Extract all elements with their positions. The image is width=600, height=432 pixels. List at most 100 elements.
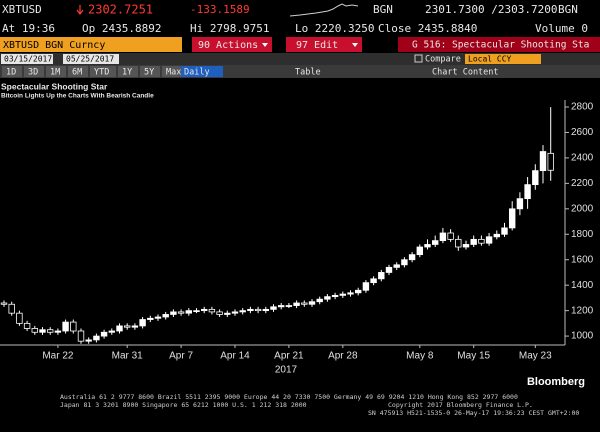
candle-body — [139, 319, 146, 327]
candle-body — [478, 238, 485, 244]
period-button[interactable] — [68, 66, 88, 77]
period-button[interactable] — [90, 66, 116, 77]
change: -133.1589 — [190, 3, 250, 16]
security-box[interactable] — [0, 37, 182, 52]
candle-body — [347, 292, 354, 295]
candle-body — [162, 314, 169, 318]
period-button[interactable] — [140, 66, 160, 77]
x-tick-label: Apr 14 — [220, 351, 250, 362]
candle-body — [524, 184, 531, 200]
x-tick-label: May 23 — [519, 351, 552, 362]
y-tick-label: 2800 — [571, 102, 594, 113]
candle-body — [416, 246, 423, 256]
actions-label: 90 Actions — [198, 40, 258, 51]
currency-box[interactable] — [465, 54, 541, 64]
period-buttons: 1D 3D 1M 6M YTD 1Y 5Y Max — [2, 66, 188, 78]
period-label: 5Y — [144, 68, 154, 78]
candle-body — [154, 316, 162, 319]
candle-body — [247, 308, 254, 312]
x-tick-label: Apr 7 — [169, 351, 193, 362]
candle-body — [447, 232, 454, 240]
candle-body — [16, 312, 23, 324]
candle-body — [508, 208, 516, 229]
period-button[interactable] — [24, 66, 44, 77]
x-tick-label: Mar 22 — [42, 351, 74, 362]
x-tick-label: Apr 28 — [328, 351, 358, 362]
period-button[interactable] — [118, 66, 138, 77]
period-label: 1Y — [122, 68, 132, 78]
candle-body — [424, 244, 431, 248]
ticker: XBTUSD — [2, 3, 42, 16]
chart-subtitle: Bitcoin Lights Up the Charts With Bearis… — [1, 93, 154, 100]
candle-body — [385, 266, 393, 273]
footer-contacts: Australia 61 2 9777 8600 Brazil 5511 239… — [60, 393, 518, 401]
period-button[interactable] — [162, 66, 188, 77]
compare-checkbox[interactable] — [414, 54, 423, 63]
currency: Local CCY — [468, 55, 512, 64]
candle-body — [431, 240, 439, 245]
candle-body — [216, 311, 223, 315]
compare-label: Compare — [425, 55, 461, 65]
frequency-box[interactable] — [181, 66, 223, 77]
chart-title: Spectacular Shooting Star — [1, 81, 108, 91]
table-button[interactable]: Table — [295, 68, 321, 78]
candle-body — [516, 198, 524, 210]
start-date: 03/15/2017 — [4, 55, 52, 64]
period-label: Max — [166, 68, 181, 78]
candle-body — [370, 278, 377, 284]
candle-body — [8, 303, 15, 314]
actions-button[interactable] — [192, 37, 272, 52]
period-label: 1M — [50, 68, 60, 78]
candle-body — [331, 294, 339, 298]
candle-body — [70, 321, 77, 332]
candle-body — [493, 233, 500, 238]
quote-open: Op 2435.8892 — [82, 22, 161, 35]
candle-body — [270, 306, 277, 310]
x-axis-label: 2017 — [275, 365, 298, 376]
footer-session: SN 475913 H521-1535-0 26-May-17 19:36:23… — [368, 409, 579, 417]
period-button[interactable] — [2, 66, 22, 77]
chart-content-button[interactable]: Chart Content — [432, 68, 499, 78]
y-tick-label: 2000 — [571, 203, 594, 214]
candle-body — [262, 308, 269, 312]
quote-time: At 19:36 — [2, 22, 55, 35]
candle-body — [408, 254, 416, 261]
candle-body — [539, 151, 547, 172]
period-button[interactable] — [46, 66, 66, 77]
candle-body — [301, 302, 308, 305]
quote-low: Lo 2220.3250 — [295, 22, 374, 35]
y-tick-label: 1200 — [571, 305, 594, 316]
candle-body — [470, 238, 477, 245]
y-tick-label: 1600 — [571, 254, 594, 265]
end-date-box[interactable] — [63, 54, 119, 64]
date-bar — [0, 53, 600, 65]
quote-close: Close 2435.8840 — [378, 22, 477, 35]
candle-body — [85, 339, 92, 342]
candle-body — [339, 293, 346, 296]
y-tick-label: 1400 — [571, 280, 594, 291]
period-label: 3D — [28, 68, 38, 78]
candle-body — [177, 311, 185, 314]
edit-button[interactable] — [286, 37, 362, 52]
sparkline — [289, 3, 359, 17]
start-date-box[interactable] — [1, 54, 53, 64]
candle-body — [501, 227, 508, 235]
candle-body — [324, 296, 331, 300]
candle-body — [54, 330, 62, 333]
period-label: 1D — [6, 68, 16, 78]
candle-body — [170, 311, 177, 315]
dropdown-icon — [352, 43, 358, 47]
end-date: 05/25/2017 — [66, 55, 114, 64]
candle-body — [254, 308, 262, 312]
y-tick-label: 1800 — [571, 229, 594, 240]
y-tick-label: 2200 — [571, 178, 594, 189]
edit-label: 97 Edit — [296, 40, 338, 51]
candle-body — [100, 331, 108, 337]
candle-body — [23, 322, 31, 329]
page-box[interactable] — [398, 37, 600, 52]
footer-copyright: Copyright 2017 Bloomberg Finance L.P. — [388, 401, 533, 409]
x-tick-label: May 8 — [406, 351, 434, 362]
x-tick-label: Mar 31 — [112, 351, 144, 362]
candle-body — [193, 310, 200, 313]
